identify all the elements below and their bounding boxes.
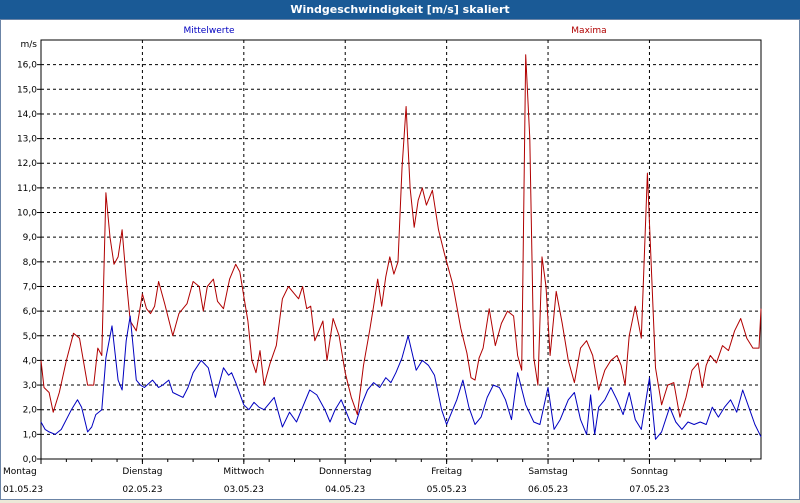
- wind-speed-chart: 0,0 1,0 2,0 3,0 4,0 5,0 6,0 7,0 8,0 9,0 10,0 11,0 12…: [3, 26, 762, 495]
- y-tick-label: 0,0: [23, 455, 38, 465]
- y-tick-label: 16,0: [17, 61, 37, 71]
- y-tick-label: 11,0: [17, 184, 37, 194]
- series-line-mittelwerte: [40, 315, 762, 440]
- y-tick-label: 7,0: [23, 282, 38, 292]
- y-tick-label: 9,0: [23, 233, 38, 243]
- legend-label-maxima: Maxima: [571, 26, 606, 36]
- x-tick-label-day: Dienstag: [122, 467, 162, 477]
- x-tick-label-day: Samstag: [528, 467, 567, 477]
- x-tick-label-date: 07.05.23: [629, 485, 669, 495]
- y-tick-label: 15,0: [17, 85, 37, 95]
- chart-panel: 0,0 1,0 2,0 3,0 4,0 5,0 6,0 7,0 8,0 9,0 10,0 11,0 12…: [0, 19, 800, 500]
- y-tick-label: 4,0: [23, 356, 38, 366]
- y-tick-label: 13,0: [17, 135, 37, 145]
- plot-area: [40, 39, 762, 460]
- y-tick-label: 2,0: [23, 406, 38, 416]
- y-tick-label: 14,0: [17, 110, 37, 120]
- series-line-maxima: [40, 54, 762, 418]
- y-tick-label: 8,0: [23, 258, 38, 268]
- legend-label-mittelwerte: Mittelwerte: [183, 26, 234, 36]
- x-tick-label-date: 01.05.23: [3, 485, 43, 495]
- x-tick-label-date: 06.05.23: [528, 485, 568, 495]
- x-tick-label-date: 03.05.23: [224, 485, 264, 495]
- x-tick-label-day: Donnerstag: [319, 467, 372, 477]
- x-tick-label-date: 02.05.23: [122, 485, 162, 495]
- x-tick-label-day: Montag: [3, 467, 37, 477]
- y-tick-label: 1,0: [23, 430, 38, 440]
- x-tick-label-date: 04.05.23: [325, 485, 365, 495]
- chart-title: Windgeschwindigkeit [m/s] skaliert: [0, 0, 800, 19]
- x-tick-label-day: Mittwoch: [223, 467, 264, 477]
- y-tick-label: 6,0: [23, 307, 38, 317]
- x-tick-label-day: Sonntag: [631, 467, 668, 477]
- y-axis-unit: m/s: [21, 40, 38, 50]
- y-tick-label: 10,0: [17, 209, 37, 219]
- x-tick-label-day: Freitag: [431, 467, 462, 477]
- y-tick-label: 5,0: [23, 332, 38, 342]
- y-tick-label: 12,0: [17, 159, 37, 169]
- x-tick-label-date: 05.05.23: [427, 485, 467, 495]
- y-tick-label: 3,0: [23, 381, 38, 391]
